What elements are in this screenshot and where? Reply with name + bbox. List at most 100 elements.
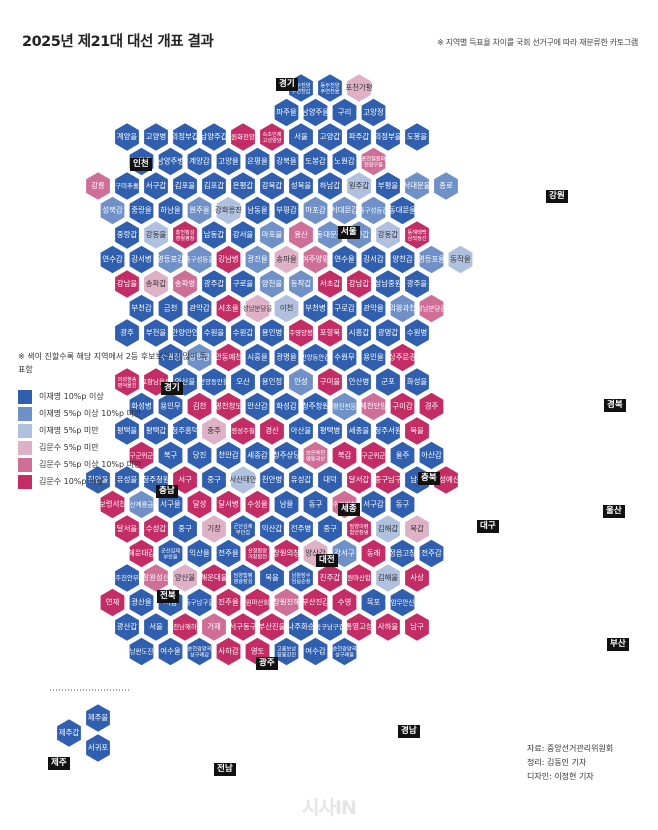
constituency-hex: 강서을 xyxy=(229,219,257,251)
constituency-hex: 전주갑 xyxy=(418,538,445,569)
constituency-hex: 이천 xyxy=(273,293,300,324)
region-label-gyeonggi-north: 경기 xyxy=(276,78,298,91)
hex-shape xyxy=(374,366,402,398)
constituency-hex: 화성병 xyxy=(128,391,155,422)
region-label-jeju: 제주 xyxy=(48,757,70,770)
constituency-hex: 수원병 xyxy=(403,317,431,349)
hex-label: 영천청도 xyxy=(215,402,242,411)
hex-shape xyxy=(273,146,300,177)
hex-label: 북을 xyxy=(410,426,424,435)
constituency-hex: 춘천철원화 천양구을 xyxy=(360,146,387,177)
hex-label: 세종갑 xyxy=(247,451,268,460)
constituency-hex: 은평갑 xyxy=(229,170,257,202)
hex-shape xyxy=(287,611,315,643)
constituency-hex: 부평을 xyxy=(374,170,402,202)
hex-shape xyxy=(186,244,213,275)
hex-shape xyxy=(331,636,358,667)
hex-shape xyxy=(418,293,445,324)
constituency-hex: 부천갑 xyxy=(128,293,155,324)
hex-shape xyxy=(258,611,286,643)
constituency-hex: 남양주을 xyxy=(302,97,329,128)
hex-shape xyxy=(447,244,474,275)
region-label-daejeon: 대전 xyxy=(316,554,338,567)
hex-label: 달서갑 xyxy=(349,475,370,484)
constituency-hex: 남동을 xyxy=(244,195,271,226)
hex-shape xyxy=(302,244,329,275)
hex-label: 유성갑 xyxy=(291,475,312,484)
hex-shape xyxy=(273,440,300,471)
hex-label: 고령성주칠곡 xyxy=(225,426,260,435)
constituency-hex: 서귀포 xyxy=(84,732,112,764)
hex-label: 창원성산 xyxy=(142,573,169,582)
hex-label: 양산을 xyxy=(175,573,196,582)
hex-label: 성북갑 xyxy=(102,206,123,215)
hex-shape xyxy=(229,513,257,545)
constituency-hex: 아산갑 xyxy=(418,440,445,471)
hex-label: 부산진갑 xyxy=(302,598,329,607)
constituency-hex: 속초인제 고성양양 xyxy=(258,121,286,153)
hex-label: 광산을 xyxy=(131,598,152,607)
hex-shape xyxy=(389,489,416,520)
hex-label: 제주갑 xyxy=(59,728,80,737)
hex-label: 김해갑 xyxy=(378,524,399,533)
hex-shape xyxy=(215,587,242,618)
hex-label: 원주갑 xyxy=(349,181,370,190)
constituency-hex: 파주갑 xyxy=(345,121,373,153)
constituency-hex: 청주상당 xyxy=(273,440,300,471)
hex-shape xyxy=(244,342,271,373)
hex-shape xyxy=(142,268,170,300)
constituency-hex: 용인병 xyxy=(258,317,286,349)
constituency-hex: 완주진안무주 xyxy=(109,562,145,594)
hex-label: 강동을 xyxy=(146,230,167,239)
hex-shape xyxy=(331,146,358,177)
constituency-hex: 증평진천음성 xyxy=(327,391,362,422)
hex-shape xyxy=(113,170,141,202)
hex-shape xyxy=(331,391,358,422)
hex-shape xyxy=(186,391,213,422)
hex-label: 여주양평 xyxy=(302,255,329,264)
hex-shape xyxy=(287,366,315,398)
hex-label: 여수을 xyxy=(160,647,181,656)
constituency-hex: 고양병 xyxy=(142,121,170,153)
constituency-hex: 김해갑 xyxy=(374,513,402,545)
constituency-hex: 동해태백 삼척정선 xyxy=(403,219,431,251)
constituency-hex: 창원의창 xyxy=(273,538,300,569)
constituency-hex: 안양동안을 xyxy=(199,366,229,398)
hex-label: 해남완도진도 xyxy=(124,647,159,656)
hex-shape xyxy=(99,244,126,275)
constituency-hex: 남양주갑 xyxy=(200,121,228,153)
hex-shape xyxy=(229,317,257,349)
constituency-hex: 양천갑 xyxy=(389,244,416,275)
constituency-hex: 평택을 xyxy=(113,415,141,447)
hex-shape xyxy=(389,342,416,373)
hex-label: 완주진안무주 xyxy=(109,573,144,582)
constituency-hex: 강릉 xyxy=(84,170,112,202)
hex-shape xyxy=(403,611,431,643)
constituency-hex: 성북을 xyxy=(287,170,315,202)
hex-label: 남동갑 xyxy=(204,230,225,239)
hex-label: 용인병 xyxy=(262,328,282,337)
hex-label: 수성을 xyxy=(247,500,268,509)
hex-label: 중랑갑 xyxy=(117,230,138,239)
constituency-hex: 부산진갑 xyxy=(302,587,329,618)
hex-shape xyxy=(287,317,315,349)
hex-label: 북갑 xyxy=(410,524,424,533)
hex-shape xyxy=(316,219,344,251)
hex-shape xyxy=(273,587,300,618)
hex-shape xyxy=(128,195,155,226)
hex-label: 서울 xyxy=(294,132,308,141)
hex-shape xyxy=(389,195,416,226)
hex-label: 담양함평 영광장성 xyxy=(233,570,252,584)
hex-shape xyxy=(244,391,271,422)
hex-label: 계양갑 xyxy=(189,157,210,166)
hex-label: 정읍고창 xyxy=(389,549,416,558)
hex-shape xyxy=(142,513,170,545)
hex-label: 해운대갑 xyxy=(128,549,155,558)
hex-label: 중구성동을 xyxy=(185,255,215,264)
hex-shape xyxy=(215,244,242,275)
hex-shape xyxy=(389,538,416,569)
hex-shape xyxy=(273,342,300,373)
hex-shape xyxy=(316,72,344,104)
hex-label: 이천 xyxy=(280,304,294,313)
hex-label: 수원병 xyxy=(407,328,427,337)
